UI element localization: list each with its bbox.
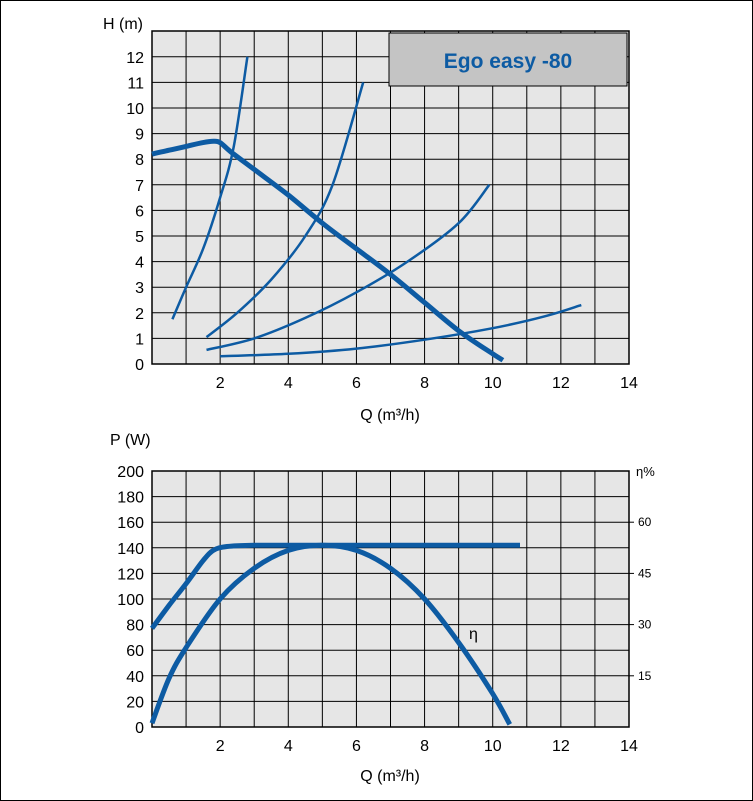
pump-curve-line [151,138,505,363]
head-chart-curves [151,56,582,363]
chart-title-box [388,32,628,87]
power-chart-x-axis-label: Q (m³/h) [360,768,420,785]
x-tick-label: 2 [216,738,225,755]
x-tick-label: 8 [420,375,429,392]
y-tick-label: 1 [135,331,144,348]
x-tick-label: 6 [352,375,361,392]
power-chart-curves [149,542,520,726]
head-chart-border [151,30,630,365]
efficiency-axis-label: η% [636,464,655,479]
y-tick-label: 40 [126,669,144,686]
y-tick-label: 4 [135,255,144,272]
x-tick-label: 10 [484,375,502,392]
y-tick-label: 9 [135,127,144,144]
efficiency-tick-label: 60 [638,515,652,529]
x-tick-label: 4 [284,375,293,392]
y-tick-label: 0 [135,720,144,737]
x-tick-label: 4 [284,738,293,755]
power-chart: 0 20 40 60 80 100 120 140 160 180 200 15 30 45 60 2 4 6… [110,432,655,785]
y-tick-label: 180 [117,490,144,507]
y-tick-label: 140 [117,541,144,558]
x-tick-label: 8 [420,738,429,755]
x-tick-label: 6 [352,738,361,755]
y-tick-label: 10 [126,101,144,118]
power-chart-x-ticks: 2 4 6 8 10 12 14 [216,738,638,755]
y-tick-label: 100 [117,592,144,609]
efficiency-line [149,542,512,726]
system-curve-line [220,303,582,358]
y-tick-label: 200 [117,464,144,481]
y-tick-label: 20 [126,694,144,711]
x-tick-label: 10 [484,738,502,755]
y-tick-label: 12 [126,50,144,67]
y-tick-label: 11 [127,75,144,92]
y-tick-label: 0 [135,357,144,374]
y-tick-label: 5 [135,229,144,246]
y-tick-label: 6 [135,203,144,220]
x-tick-label: 2 [216,375,225,392]
y-tick-label: 60 [126,643,144,660]
y-tick-label: 7 [135,178,144,195]
system-curve-line [171,56,249,320]
y-tick-label: 8 [135,152,144,169]
y-tick-label: 160 [117,515,144,532]
power-chart-border [151,470,630,728]
efficiency-curve-label: η [469,626,478,643]
power-chart-efficiency-ticks: 15 30 45 60 [629,515,652,683]
x-tick-label: 12 [552,738,570,755]
system-curve-line [206,184,491,352]
head-chart-y-axis-label: H (m) [103,16,143,33]
chart-title: Ego easy -80 [444,50,572,73]
power-line [149,542,520,630]
x-tick-label: 12 [552,375,570,392]
y-tick-label: 3 [135,280,144,297]
system-curve-line [205,82,365,339]
efficiency-tick-label: 30 [638,618,652,632]
efficiency-tick-label: 45 [638,566,652,580]
power-chart-y-ticks: 0 20 40 60 80 100 120 140 160 180 200 [117,464,144,737]
efficiency-tick-label: 15 [638,669,652,683]
head-chart-x-axis-label: Q (m³/h) [360,407,420,424]
x-tick-label: 14 [620,738,638,755]
power-chart-y-axis-label: P (W) [110,432,151,449]
head-chart-x-ticks: 2 4 6 8 10 12 14 [216,375,638,392]
y-tick-label: 2 [135,306,144,323]
y-tick-label: 120 [117,566,144,583]
x-tick-label: 14 [620,375,638,392]
y-tick-label: 80 [126,618,144,635]
